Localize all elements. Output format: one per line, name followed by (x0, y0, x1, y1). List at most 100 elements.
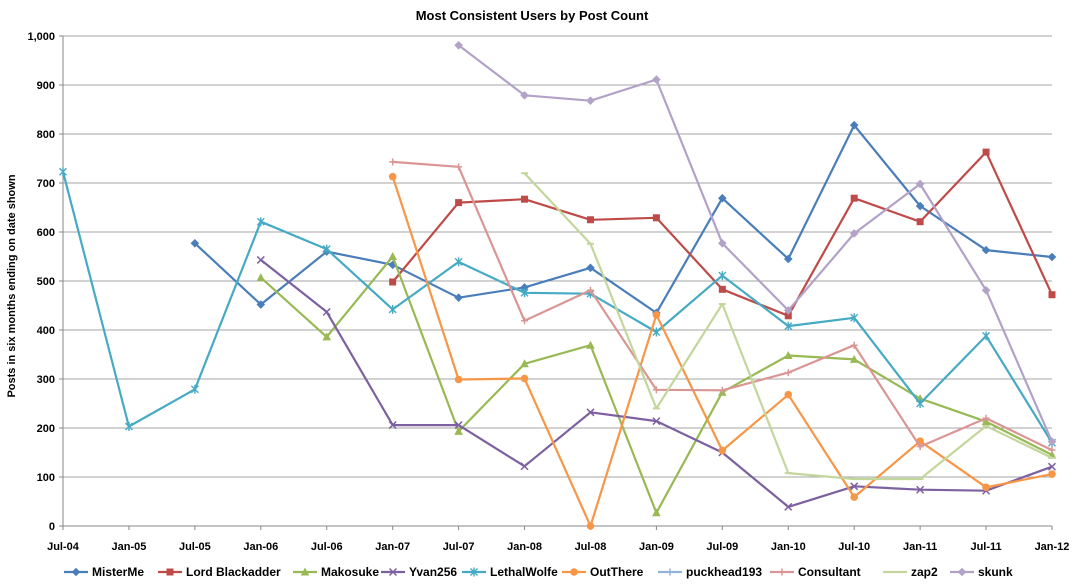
data-point (322, 244, 331, 254)
data-point (784, 321, 793, 331)
data-point (784, 502, 793, 511)
y-tick-label: 600 (37, 227, 55, 239)
data-point (850, 482, 859, 491)
legend-item: LethalWolfe (462, 565, 558, 579)
data-point (718, 386, 726, 394)
data-point (850, 194, 858, 202)
x-tick-label: Jul-07 (443, 541, 475, 553)
legend-item: MisterMe (64, 565, 144, 579)
data-point (388, 252, 397, 260)
data-point (850, 341, 858, 349)
series-line (457, 44, 1054, 443)
legend-marker (470, 567, 478, 577)
x-tick-label: Jan-07 (375, 541, 410, 553)
y-axis-title: Posts in six months ending on date shown (6, 174, 18, 397)
y-tick-labels: 0 100 200 300 400 500 600 700 800 900 1,000 (27, 31, 55, 533)
data-point (256, 255, 265, 264)
data-point (520, 462, 529, 471)
x-tick-label: Jan-09 (639, 541, 674, 553)
x-tick-label: Jul-11 (970, 541, 1001, 553)
data-point (322, 332, 332, 341)
data-point (455, 199, 463, 207)
data-point (190, 384, 199, 394)
data-point (915, 179, 925, 189)
data-point (718, 446, 727, 455)
data-point (586, 216, 594, 224)
y-tick-label: 500 (37, 276, 55, 288)
legend-item: Lord Blackadder (158, 565, 281, 579)
data-point (389, 278, 397, 286)
legend-label: zap2 (911, 565, 938, 579)
x-tick-label: Jul-08 (575, 541, 607, 553)
data-point (981, 286, 991, 295)
legend-label: MisterMe (92, 565, 144, 579)
data-point (784, 390, 793, 399)
legend-label: skunk (978, 565, 1013, 579)
data-point (652, 386, 660, 394)
legend-label: Consultant (798, 565, 861, 579)
data-point (783, 306, 793, 315)
x-tick-labels: Jul-04 Jan-05 Jul-05 Jan-06 Jul-06 Jan-07 Jul-… (47, 541, 1069, 553)
data-point (190, 238, 200, 248)
x-tick-label: Jan-08 (507, 541, 542, 553)
data-point (652, 214, 660, 222)
data-point (981, 245, 991, 255)
data-point (850, 493, 858, 501)
legend-label: Lord Blackadder (186, 565, 281, 579)
y-tick-label: 300 (37, 374, 55, 386)
legend-marker (570, 568, 578, 576)
data-point (455, 163, 463, 171)
data-point (520, 288, 529, 298)
x-tick-label: Jul-04 (47, 541, 80, 553)
data-point (454, 375, 463, 384)
data-point (652, 311, 661, 319)
data-point (454, 421, 463, 430)
chart-title: Most Consistent Users by Post Count (416, 8, 649, 23)
data-point (454, 426, 463, 435)
series-outthere (388, 172, 1056, 530)
data-point (982, 148, 990, 156)
legend-marker (388, 567, 398, 577)
data-point (652, 508, 661, 517)
x-tick-label: Jul-06 (311, 541, 343, 553)
data-point (59, 167, 67, 177)
data-point (256, 217, 265, 227)
data-point (784, 312, 792, 320)
data-point (389, 158, 397, 166)
legend-item: OutThere (562, 565, 644, 579)
data-point (454, 41, 463, 50)
data-point (520, 90, 529, 100)
legend-item: zap2 (883, 565, 938, 579)
data-point (388, 172, 397, 181)
data-point (849, 229, 859, 238)
series-consultant (389, 158, 1056, 454)
data-point (718, 285, 726, 293)
data-point (586, 286, 594, 294)
series-line (260, 255, 1053, 514)
data-point (388, 260, 397, 270)
data-point (586, 96, 595, 105)
data-point (1048, 470, 1056, 478)
x-tick-label: Jan-06 (243, 541, 278, 553)
legend-marker (666, 568, 674, 576)
plot-area (59, 41, 1057, 530)
y-tick-label: 700 (37, 178, 55, 190)
data-point (718, 238, 727, 248)
x-tick-label: Jan-05 (112, 541, 147, 553)
data-point (1048, 291, 1056, 299)
data-point (520, 359, 529, 368)
data-point (1048, 446, 1056, 454)
x-tick-label: Jan-10 (771, 541, 806, 553)
y-tick-label: 900 (37, 80, 55, 92)
data-point (520, 283, 529, 292)
legend-label: LethalWolfe (490, 565, 558, 579)
axes (59, 35, 1053, 530)
data-point (982, 483, 990, 492)
data-point (850, 313, 859, 323)
data-point (915, 201, 925, 211)
data-point (1047, 462, 1057, 471)
data-point (1047, 437, 1057, 447)
legend-marker (778, 568, 786, 576)
x-tick-label: Jul-10 (838, 541, 870, 553)
